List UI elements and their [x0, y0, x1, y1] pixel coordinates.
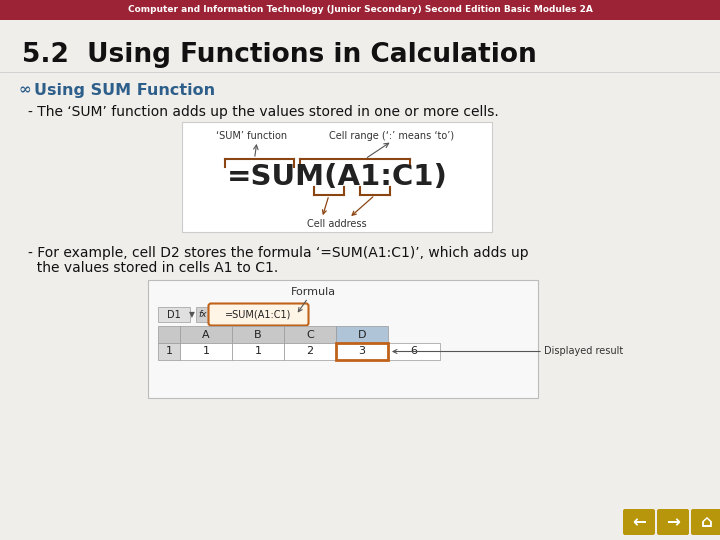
Text: the values stored in cells A1 to C1.: the values stored in cells A1 to C1.	[28, 261, 278, 275]
Text: - For example, cell D2 stores the formula ‘=SUM(A1:C1)’, which adds up: - For example, cell D2 stores the formul…	[28, 246, 528, 260]
Text: ∞: ∞	[18, 83, 31, 97]
Bar	[336, 326, 388, 343]
FancyBboxPatch shape	[623, 509, 655, 535]
Text: 1: 1	[166, 347, 173, 356]
Bar	[148, 280, 538, 398]
Text: 1: 1	[202, 347, 210, 356]
Text: 5.2  Using Functions in Calculation: 5.2 Using Functions in Calculation	[22, 42, 536, 68]
Text: 2: 2	[307, 347, 314, 356]
Bar	[158, 343, 180, 360]
Bar	[284, 326, 336, 343]
Text: A: A	[202, 329, 210, 340]
Bar	[232, 343, 284, 360]
Text: Using SUM Function: Using SUM Function	[34, 83, 215, 98]
Text: ⌂: ⌂	[701, 513, 713, 531]
Text: Formula: Formula	[290, 287, 336, 297]
Text: =SUM(A1:C1): =SUM(A1:C1)	[227, 163, 447, 191]
Text: ▼: ▼	[189, 310, 195, 319]
FancyBboxPatch shape	[657, 509, 689, 535]
Bar	[182, 122, 492, 232]
Text: ←: ←	[632, 513, 646, 531]
Text: Cell address: Cell address	[307, 219, 366, 229]
FancyBboxPatch shape	[691, 509, 720, 535]
Text: Computer and Information Technology (Junior Secondary) Second Edition Basic Modu: Computer and Information Technology (Jun…	[127, 5, 593, 15]
Text: 1: 1	[254, 347, 261, 356]
Bar	[336, 343, 388, 360]
Bar	[284, 343, 336, 360]
Bar	[180, 326, 232, 343]
Text: ‘SUM’ function: ‘SUM’ function	[217, 131, 287, 141]
Text: →: →	[666, 513, 680, 531]
Bar	[388, 343, 440, 360]
Text: D1: D1	[167, 309, 181, 320]
Bar	[158, 326, 180, 343]
Text: 6: 6	[410, 347, 418, 356]
FancyBboxPatch shape	[209, 303, 308, 326]
Text: 3: 3	[359, 347, 366, 356]
Bar	[232, 326, 284, 343]
Bar	[180, 343, 232, 360]
Bar	[196, 307, 210, 322]
Text: Cell range (‘:’ means ‘to’): Cell range (‘:’ means ‘to’)	[330, 131, 454, 141]
Bar	[0, 0, 720, 20]
Text: fx: fx	[199, 310, 207, 319]
Text: C: C	[306, 329, 314, 340]
Text: D: D	[358, 329, 366, 340]
Text: =SUM(A1:C1): =SUM(A1:C1)	[225, 309, 292, 320]
Text: Displayed result: Displayed result	[544, 347, 624, 356]
Bar	[336, 343, 388, 360]
Bar	[158, 307, 190, 322]
Text: B: B	[254, 329, 262, 340]
Text: - The ‘SUM’ function adds up the values stored in one or more cells.: - The ‘SUM’ function adds up the values …	[28, 105, 499, 119]
